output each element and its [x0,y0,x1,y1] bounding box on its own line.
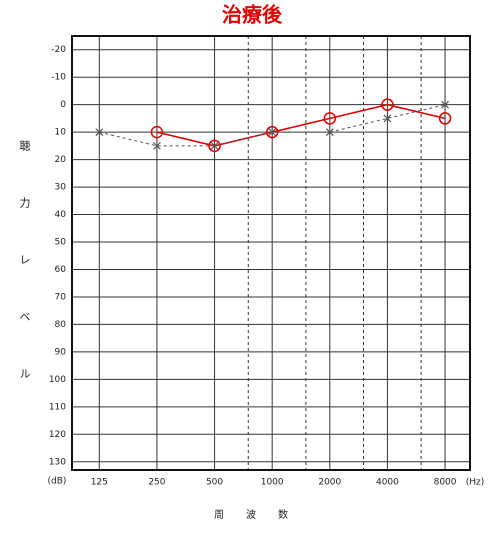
marker [438,112,452,125]
series-line [156,103,446,147]
x-tick-label: 1000 [261,478,284,488]
marker [153,141,161,150]
marker [95,128,104,137]
x-axis-title: 周波数 [214,508,310,521]
x-tick-label: 250 [148,478,165,488]
y-tick-label: -20 [51,45,66,55]
y-tick-label: 100 [49,375,66,385]
marker [210,141,219,150]
y-tick-label: 0 [60,100,66,110]
y-axis-title: 聴力レベル [18,140,31,425]
x-tick-label: 4000 [376,478,399,488]
marker [208,139,221,153]
marker [383,114,392,123]
y-tick-label: 20 [55,155,67,165]
y-tick-label: 40 [55,210,67,220]
y-tick-label: 130 [49,457,66,467]
x-tick-label: 500 [206,478,223,488]
y-tick-label: 30 [55,183,67,193]
y-tick-label: 90 [55,347,67,357]
marker [381,98,394,111]
y-unit: (dB) [48,477,67,487]
y-tick-label: 80 [55,320,67,330]
x-unit: (Hz) [466,478,485,488]
x-tick-label: 8000 [434,478,457,488]
marker [441,100,449,109]
marker [268,128,277,137]
marker [323,112,337,125]
x-tick-label: 2000 [318,478,341,488]
marker [325,128,334,137]
marker [150,125,164,139]
plot-frame [71,35,471,471]
y-tick-label: -10 [51,73,66,83]
y-tick-label: 120 [49,430,66,440]
y-tick-label: 60 [55,265,67,275]
x-tick-label: 125 [91,478,108,488]
y-tick-label: 10 [55,128,67,138]
y-tick-label: 50 [55,238,67,248]
chart-title: 治療後 [222,3,283,27]
y-tick-label: 110 [49,402,66,412]
y-tick-label: 70 [55,292,67,302]
